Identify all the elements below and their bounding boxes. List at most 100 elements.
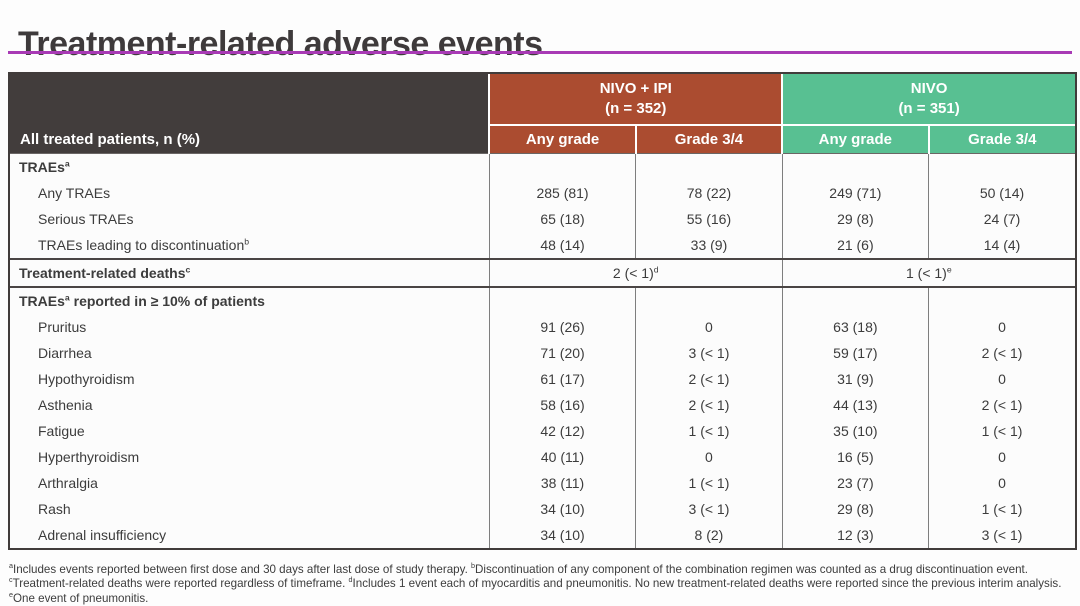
value-cell: 14 (4) — [928, 232, 1075, 259]
adverse-events-table: All treated patients, n (%) NIVO + IPI (… — [8, 72, 1077, 550]
value-cell: 0 — [928, 444, 1075, 470]
value-cell: 63 (18) — [781, 314, 929, 340]
value-cell: 29 (8) — [781, 206, 929, 232]
table-row: Serious TRAEs 65 (18) 55 (16) 29 (8) 24 (7) — [10, 206, 1075, 232]
row-label: TRAEsa — [10, 153, 490, 180]
value-cell: 34 (10) — [488, 496, 636, 522]
value-cell — [928, 153, 1075, 180]
row-label: Pruritus — [38, 319, 87, 335]
value-cell: 3 (< 1) — [635, 496, 783, 522]
value-cell: 38 (11) — [488, 470, 636, 496]
row-label: TRAEs leading to discontinuationb — [38, 236, 250, 253]
value-cell — [635, 153, 783, 180]
group-label: NIVO + IPI — [599, 79, 672, 97]
value-cell: 2 (< 1) — [635, 366, 783, 392]
value-cell: 29 (8) — [781, 496, 929, 522]
value-cell: 2 (< 1) — [635, 392, 783, 418]
value-cell: 24 (7) — [928, 206, 1075, 232]
row-label: Hypothyroidism — [38, 371, 135, 387]
row-label: Diarrhea — [38, 345, 92, 361]
merged-value-cell: 2 (< 1)d — [488, 258, 783, 287]
table-body: TRAEsa Any TRAEs 285 (81) 78 (22) 249 (71) 50… — [10, 153, 1075, 548]
value-cell: 40 (11) — [488, 444, 636, 470]
value-cell: 48 (14) — [488, 232, 636, 259]
subheader-any-grade-nivo: Any grade — [781, 124, 930, 154]
value-cell — [781, 153, 929, 180]
value-cell: 1 (< 1) — [635, 418, 783, 444]
adverse-events-table-grid: All treated patients, n (%) NIVO + IPI (… — [10, 74, 1075, 548]
row-label: Asthenia — [38, 397, 93, 413]
value-cell: 2 (< 1) — [928, 392, 1075, 418]
table-row: Arthralgia 38 (11) 1 (< 1) 23 (7) 0 — [10, 470, 1075, 496]
page-title: Treatment-related adverse events — [18, 24, 543, 63]
value-cell: 42 (12) — [488, 418, 636, 444]
value-cell: 33 (9) — [635, 232, 783, 259]
value-cell — [635, 286, 783, 314]
row-label: Any TRAEs — [38, 185, 111, 201]
table-row: Any TRAEs 285 (81) 78 (22) 249 (71) 50 (14) — [10, 180, 1075, 206]
value-cell: 35 (10) — [781, 418, 929, 444]
value-cell — [781, 286, 929, 314]
group-header-nivo: NIVO (n = 351) — [781, 74, 1075, 126]
value-cell: 71 (20) — [488, 340, 636, 366]
value-cell: 3 (< 1) — [928, 522, 1075, 548]
value-cell — [488, 286, 636, 314]
footnote-marker: a — [9, 560, 13, 570]
value-cell: 0 — [928, 314, 1075, 340]
row-label: Adrenal insufficiency — [38, 527, 167, 543]
value-cell: 23 (7) — [781, 470, 929, 496]
table-row: Hyperthyroidism 40 (11) 0 16 (5) 0 — [10, 444, 1075, 470]
value-cell: 0 — [635, 444, 783, 470]
value-cell: 78 (22) — [635, 180, 783, 206]
table-row: Hypothyroidism 61 (17) 2 (< 1) 31 (9) 0 — [10, 366, 1075, 392]
subheader-grade34-nivo-ipi: Grade 3/4 — [634, 124, 784, 154]
value-cell — [928, 286, 1075, 314]
footnote-marker: e — [9, 589, 13, 599]
table-row: Adrenal insufficiency 34 (10) 8 (2) 12 (3) 3… — [10, 522, 1075, 548]
value-cell: 61 (17) — [488, 366, 636, 392]
table-row: Treatment-related deathsc 2 (< 1)d 1 (< 1)… — [10, 258, 1075, 287]
table-row: TRAEsa — [10, 153, 1075, 180]
value-cell: 50 (14) — [928, 180, 1075, 206]
value-cell: 249 (71) — [781, 180, 929, 206]
table-row: Asthenia 58 (16) 2 (< 1) 44 (13) 2 (< 1) — [10, 392, 1075, 418]
value-cell: 0 — [928, 470, 1075, 496]
value-cell: 31 (9) — [781, 366, 929, 392]
row-label: Arthralgia — [38, 475, 98, 491]
table-row: TRAEs leading to discontinuationb 48 (14)… — [10, 232, 1075, 259]
value-cell: 0 — [635, 314, 783, 340]
footnote-marker: c — [9, 575, 13, 585]
row-label: Treatment-related deathsc — [10, 258, 490, 287]
value-cell: 12 (3) — [781, 522, 929, 548]
subheader-grade34-nivo: Grade 3/4 — [927, 124, 1075, 154]
table-row: TRAEsa reported in ≥ 10% of patients — [10, 286, 1075, 314]
value-cell: 285 (81) — [488, 180, 636, 206]
value-cell: 0 — [928, 366, 1075, 392]
value-cell: 91 (26) — [488, 314, 636, 340]
value-cell: 58 (16) — [488, 392, 636, 418]
footnote-marker: b — [471, 560, 476, 570]
table-header: All treated patients, n (%) NIVO + IPI (… — [10, 74, 1075, 154]
table-row: Rash 34 (10) 3 (< 1) 29 (8) 1 (< 1) — [10, 496, 1075, 522]
group-label: NIVO — [910, 79, 948, 97]
value-cell: 3 (< 1) — [635, 340, 783, 366]
footnotes: aIncludes events reported between first … — [9, 560, 1062, 605]
subheader-any-grade-nivo-ipi: Any grade — [488, 124, 637, 154]
row-label: Fatigue — [38, 423, 85, 439]
value-cell — [488, 153, 636, 180]
value-cell: 1 (< 1) — [928, 496, 1075, 522]
footnote-marker: d — [348, 575, 353, 585]
group-n-label: (n = 352) — [605, 100, 667, 117]
table-row: Diarrhea 71 (20) 3 (< 1) 59 (17) 2 (< 1) — [10, 340, 1075, 366]
value-cell: 65 (18) — [488, 206, 636, 232]
value-cell: 21 (6) — [781, 232, 929, 259]
table-row: Pruritus 91 (26) 0 63 (18) 0 — [10, 314, 1075, 340]
value-cell: 59 (17) — [781, 340, 929, 366]
value-cell: 16 (5) — [781, 444, 929, 470]
group-n-label: (n = 351) — [898, 100, 960, 117]
value-cell: 44 (13) — [781, 392, 929, 418]
merged-value-cell: 1 (< 1)e — [781, 258, 1075, 287]
value-cell: 55 (16) — [635, 206, 783, 232]
row-label: TRAEsa reported in ≥ 10% of patients — [10, 286, 490, 314]
